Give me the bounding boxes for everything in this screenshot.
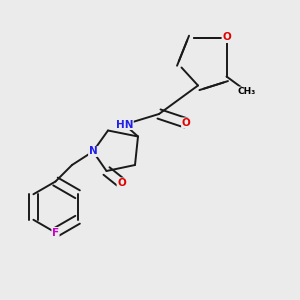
Text: O: O xyxy=(117,178,126,188)
Text: HN: HN xyxy=(116,119,133,130)
Text: O: O xyxy=(182,118,190,128)
Text: O: O xyxy=(222,32,231,43)
Text: N: N xyxy=(88,146,98,157)
Text: F: F xyxy=(52,227,59,238)
Text: CH₃: CH₃ xyxy=(238,87,256,96)
